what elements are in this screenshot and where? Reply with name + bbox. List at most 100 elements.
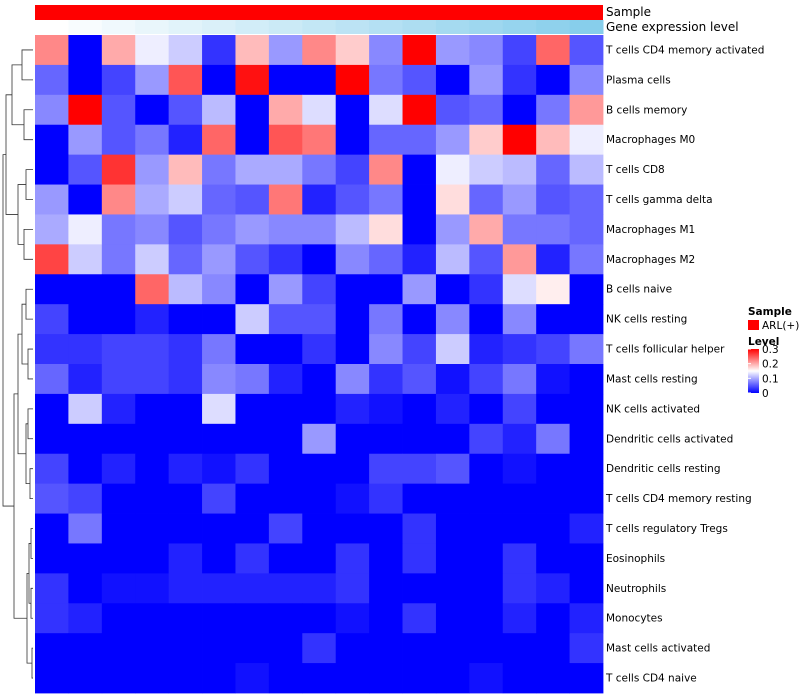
heatmap-cell xyxy=(402,94,437,126)
heatmap-cell xyxy=(569,453,604,485)
heatmap-cell xyxy=(268,663,303,694)
heatmap-cell xyxy=(569,573,604,604)
heatmap-cell xyxy=(335,304,370,335)
heatmap-cell xyxy=(369,244,403,275)
heatmap-cell xyxy=(502,573,537,604)
heatmap-cell xyxy=(469,573,504,604)
heatmap-cells xyxy=(35,35,604,694)
heatmap-cell xyxy=(168,603,203,634)
dendrogram-branch xyxy=(31,647,33,679)
heatmap-cell xyxy=(435,423,470,455)
row-label: T cells follicular helper xyxy=(605,344,725,356)
heatmap-cell xyxy=(469,184,504,215)
heatmap-cell xyxy=(68,603,103,634)
heatmap-cell xyxy=(68,633,103,664)
heatmap-cell xyxy=(268,483,303,514)
heatmap-cell xyxy=(68,334,103,365)
heatmap-cell xyxy=(335,393,370,425)
heatmap-cell xyxy=(268,423,303,455)
heatmap-cell xyxy=(369,663,403,694)
heatmap-cell xyxy=(235,94,270,126)
heatmap-cell xyxy=(135,393,170,425)
heatmap-cell xyxy=(369,94,403,126)
heatmap-cell xyxy=(402,364,437,395)
dendrogram-branch xyxy=(21,303,28,365)
heatmap-cell xyxy=(101,244,136,275)
heatmap-cell xyxy=(68,393,103,425)
heatmap-cell xyxy=(569,274,604,305)
heatmap-cell xyxy=(402,35,437,66)
heatmap-cell xyxy=(268,154,303,185)
heatmap-cell xyxy=(168,94,203,126)
heatmap-cell xyxy=(168,573,203,604)
heatmap-cell xyxy=(435,573,470,604)
heatmap-cell xyxy=(502,483,537,514)
heatmap-cell xyxy=(536,214,570,245)
heatmap-cell xyxy=(35,453,69,485)
heatmap-cell xyxy=(335,35,370,66)
heatmap-cell xyxy=(235,274,270,305)
heatmap-cell xyxy=(502,94,537,126)
heatmap-cell xyxy=(502,393,537,425)
heatmap-cell xyxy=(68,453,103,485)
heatmap-cell xyxy=(302,663,337,694)
heatmap-cell xyxy=(502,663,537,694)
heatmap-cell xyxy=(435,214,470,245)
heatmap-cell xyxy=(435,274,470,305)
row-label: Mast cells resting xyxy=(606,373,698,385)
heatmap-cell xyxy=(135,274,170,305)
heatmap-cell xyxy=(335,663,370,694)
heatmap-cell xyxy=(569,393,604,425)
heatmap-cell xyxy=(402,663,437,694)
heatmap-cell xyxy=(335,483,370,514)
heatmap-cell xyxy=(435,94,470,126)
heatmap-cell xyxy=(68,154,103,185)
heatmap-cell xyxy=(435,244,470,275)
row-label: Macrophages M1 xyxy=(606,224,695,236)
row-label: B cells naive xyxy=(606,284,672,296)
heatmap-cell xyxy=(302,483,337,514)
heatmap-cell xyxy=(68,513,103,544)
heatmap-cell xyxy=(435,453,470,485)
expression-annotation-cell xyxy=(135,20,170,34)
heatmap-cell xyxy=(202,64,236,96)
row-label: Macrophages M0 xyxy=(606,134,695,146)
heatmap-cell xyxy=(335,64,370,96)
heatmap-cell xyxy=(202,35,236,66)
heatmap-cell xyxy=(135,513,170,544)
heatmap-cell xyxy=(235,304,270,335)
heatmap-cell xyxy=(536,393,570,425)
heatmap-cell xyxy=(268,334,303,365)
heatmap-cell xyxy=(35,573,69,604)
heatmap-cell xyxy=(335,603,370,634)
heatmap-cell xyxy=(68,304,103,335)
heatmap-cell xyxy=(402,124,437,156)
dendrogram-branch xyxy=(25,169,33,200)
heatmap-cell xyxy=(168,334,203,365)
heatmap-cell xyxy=(168,304,203,335)
heatmap-cell xyxy=(202,364,236,395)
heatmap-cell xyxy=(235,244,270,275)
heatmap-cell xyxy=(202,663,236,694)
heatmap-cell xyxy=(302,244,337,275)
heatmap-cell xyxy=(168,364,203,395)
heatmap-cell xyxy=(135,154,170,185)
heatmap-cell xyxy=(168,154,203,185)
heatmap-cell xyxy=(536,364,570,395)
heatmap-cell xyxy=(569,304,604,335)
legend-tick-label: 0.3 xyxy=(762,344,779,356)
heatmap-cell xyxy=(435,304,470,335)
heatmap-cell xyxy=(536,663,570,694)
heatmap-cell xyxy=(536,64,570,96)
heatmap-cell xyxy=(302,453,337,485)
heatmap-cell xyxy=(435,124,470,156)
heatmap-cell xyxy=(435,663,470,694)
dendrogram-branch xyxy=(21,49,33,81)
heatmap-cell xyxy=(402,244,437,275)
heatmap-cell xyxy=(302,603,337,634)
heatmap-cell xyxy=(402,334,437,365)
heatmap-cell xyxy=(235,543,270,574)
expression-annotation-cell xyxy=(268,20,303,34)
heatmap-cell xyxy=(235,633,270,664)
dendrogram-branch xyxy=(2,154,14,507)
